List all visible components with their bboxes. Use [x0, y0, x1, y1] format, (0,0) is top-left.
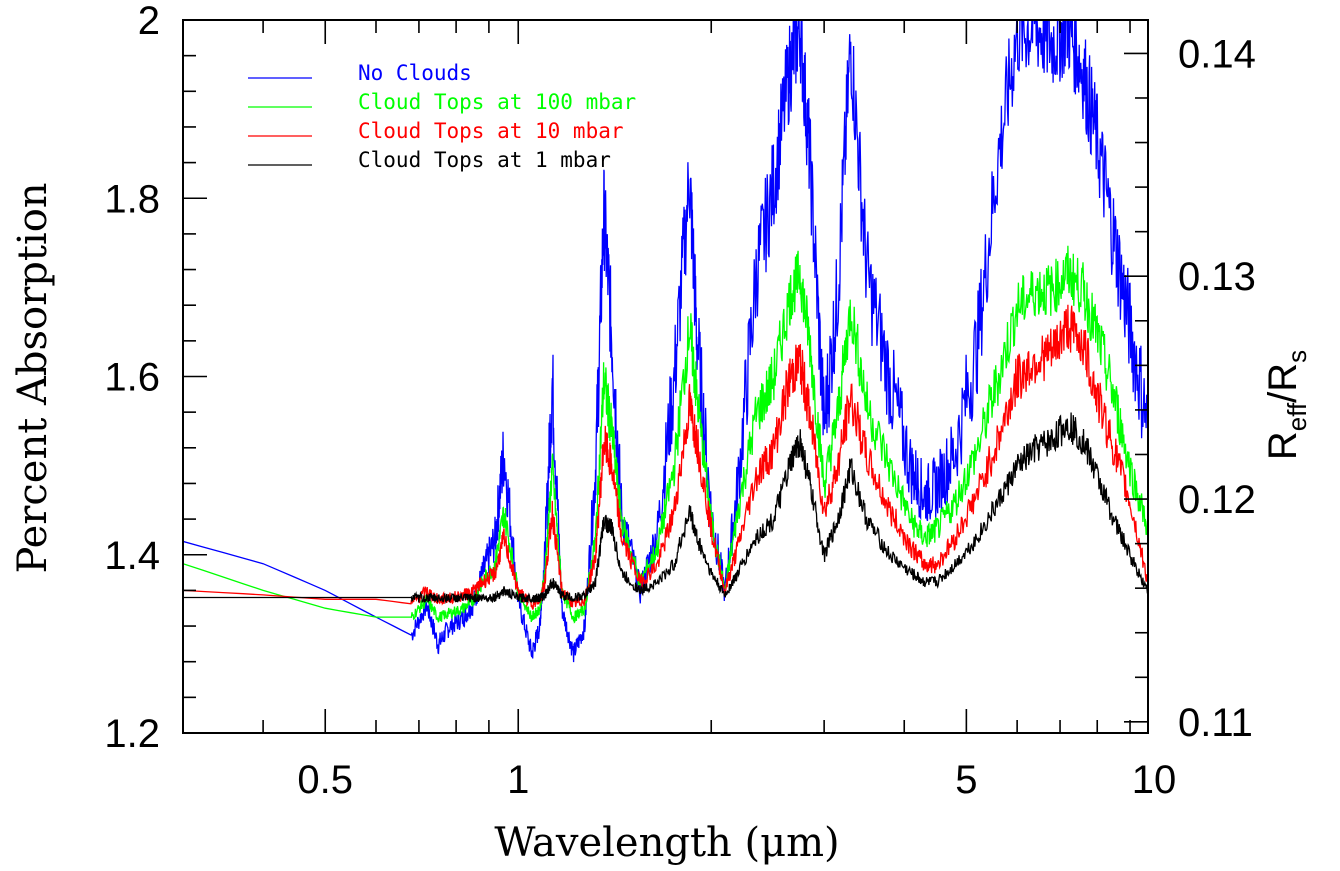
y-axis-title: Percent Absorption [10, 182, 56, 573]
right-axis-title: Reff/Rs [1261, 350, 1312, 460]
legend-label-no-clouds: No Clouds [358, 61, 472, 85]
legend-label-cloud-tops-at-100-mbar: Cloud Tops at 100 mbar [358, 90, 636, 114]
y2-tick-label: 0.13 [1178, 255, 1256, 299]
right-axis-title-mid: /R [1261, 363, 1305, 403]
y-tick-label: 2 [138, 0, 160, 43]
y2-tick-label: 0.11 [1178, 701, 1253, 745]
series-layer [183, 20, 1148, 663]
y-tick-label: 1.4 [104, 534, 160, 578]
y2-tick-label: 0.12 [1178, 478, 1256, 522]
legend-label-cloud-tops-at-1-mbar: Cloud Tops at 1 mbar [358, 148, 611, 172]
x-tick-label: 10 [1132, 758, 1177, 802]
series-line-cloud-tops-at-100-mbar [183, 245, 1148, 624]
series-line-no-clouds [183, 20, 1148, 663]
right-axis-title-sub2: s [1282, 350, 1312, 363]
legend: No Clouds Cloud Tops at 100 mbar Cloud Top… [248, 61, 636, 172]
right-axis-title-sub1: eff [1282, 402, 1312, 431]
y2-tick-label: 0.14 [1178, 32, 1256, 76]
y-tick-label: 1.2 [104, 712, 160, 756]
y-tick-label: 1.6 [104, 356, 160, 400]
series-line-cloud-tops-at-1-mbar [183, 412, 1148, 604]
series-line-cloud-tops-at-10-mbar [183, 304, 1148, 610]
right-axis-title-main: R [1261, 431, 1305, 460]
x-tick-label: 5 [955, 758, 977, 802]
x-tick-label: 0.5 [297, 758, 353, 802]
y-tick-label: 1.8 [104, 177, 160, 221]
legend-label-cloud-tops-at-10-mbar: Cloud Tops at 10 mbar [358, 119, 624, 143]
x-axis-title: Wavelength (μm) [494, 820, 839, 866]
x-tick-label: 1 [507, 758, 529, 802]
axes: 0.5 1 5 10 1.2 1.4 1.6 1.8 2 0.11 0.12 0.13 0.14 [104, 0, 1255, 802]
